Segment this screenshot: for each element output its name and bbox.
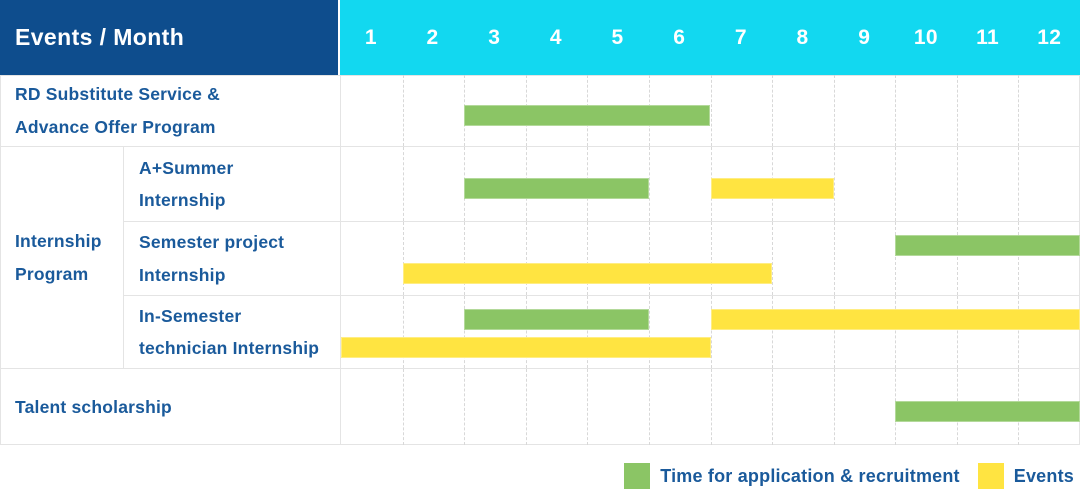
application-bar: [464, 309, 649, 330]
gantt-table-body: RD Substitute Service & Advance Offer Pr…: [0, 75, 1080, 445]
row-chart-area: [340, 369, 1080, 445]
row-label: In-Semester technician Internship: [139, 305, 320, 358]
month-header-5: 5: [611, 25, 624, 49]
month-header-7: 7: [734, 25, 747, 49]
row-rd-substitute-service: RD Substitute Service & Advance Offer Pr…: [0, 75, 1080, 146]
month-gridline: [833, 296, 835, 368]
row-chart-area: [340, 222, 1080, 295]
month-gridline: [956, 222, 958, 295]
month-gridline: [1018, 296, 1020, 368]
internship-program-rows: A+Summer Internship Semester project Int…: [124, 147, 1080, 368]
month-gridline: [895, 222, 897, 295]
row-talent-scholarship: Talent scholarship: [0, 368, 1080, 445]
group-label: Internship Program: [0, 147, 124, 368]
month-header-8: 8: [796, 25, 809, 49]
month-gridline: [833, 222, 835, 295]
month-gridline: [895, 147, 897, 221]
row-label: Semester project Internship: [139, 232, 285, 285]
month-gridline: [833, 369, 835, 445]
legend-label-application: Time for application & recruitment: [660, 465, 960, 486]
events-bar: [710, 309, 1080, 330]
legend: Time for application & recruitment Event…: [624, 463, 1074, 489]
month-header-11: 11: [976, 25, 999, 49]
month-header-row: 1 2 3 4 5 6 7 8 9 10 11 12: [340, 0, 1080, 75]
row-chart-area: [340, 296, 1080, 368]
month-gridline: [402, 222, 404, 295]
month-gridline: [587, 369, 589, 445]
legend-label-events: Events: [1013, 465, 1074, 486]
row-semester-project-internship: Semester project Internship: [124, 221, 1080, 295]
month-gridline: [833, 75, 835, 146]
month-gridline: [710, 369, 712, 445]
month-gridline: [772, 369, 774, 445]
month-gridline: [710, 75, 712, 146]
month-gridline: [464, 296, 466, 368]
row-a-plus-summer-internship: A+Summer Internship: [124, 147, 1080, 221]
events-bar: [341, 337, 711, 358]
month-gridline: [648, 369, 650, 445]
row-label: A+Summer Internship: [139, 157, 234, 210]
month-gridline: [525, 369, 527, 445]
events-color-swatch: [977, 463, 1004, 489]
month-gridline: [1018, 222, 1020, 295]
month-gridline: [402, 147, 404, 221]
table-header-row: Events / Month 1 2 3 4 5 6 7 8 9 10 11 12: [0, 0, 1080, 75]
month-gridline: [772, 75, 774, 146]
month-gridline: [956, 296, 958, 368]
events-bar: [402, 263, 773, 284]
month-gridline: [956, 75, 958, 146]
month-gridline: [833, 147, 835, 221]
application-bar: [464, 178, 649, 199]
events-month-header: Events / Month: [0, 0, 340, 75]
month-header-2: 2: [426, 25, 439, 49]
row-chart-area: [340, 75, 1080, 146]
month-gridline: [895, 296, 897, 368]
events-bar: [710, 178, 834, 199]
month-gridline: [525, 296, 527, 368]
month-header-6: 6: [673, 25, 686, 49]
internship-program-group: Internship Program A+Summer Internship S…: [0, 146, 1080, 368]
month-gridline: [956, 147, 958, 221]
month-header-9: 9: [858, 25, 871, 49]
month-gridline: [772, 296, 774, 368]
legend-item-events: Events: [977, 463, 1074, 489]
month-gridline: [1018, 147, 1020, 221]
month-header-10: 10: [913, 25, 938, 49]
month-gridline: [648, 296, 650, 368]
row-label: Talent scholarship: [15, 396, 172, 417]
month-gridline: [648, 222, 650, 295]
month-header-3: 3: [488, 25, 501, 49]
month-gridline: [402, 369, 404, 445]
month-gridline: [648, 147, 650, 221]
month-header-4: 4: [549, 25, 562, 49]
row-chart-area: [340, 147, 1080, 221]
month-gridline: [710, 296, 712, 368]
month-gridline: [710, 222, 712, 295]
month-gridline: [402, 75, 404, 146]
row-in-semester-technician-internship: In-Semester technician Internship: [124, 295, 1080, 368]
month-header-1: 1: [364, 25, 377, 49]
month-gridline: [895, 75, 897, 146]
month-gridline: [587, 222, 589, 295]
application-color-swatch: [624, 463, 651, 489]
month-gridline: [525, 222, 527, 295]
month-gridline: [772, 222, 774, 295]
month-header-12: 12: [1037, 25, 1062, 49]
month-gridline: [402, 296, 404, 368]
month-gridline: [464, 222, 466, 295]
application-bar: [464, 104, 711, 126]
row-label: RD Substitute Service & Advance Offer Pr…: [15, 84, 220, 137]
month-gridline: [587, 296, 589, 368]
month-gridline: [1018, 75, 1020, 146]
application-bar: [895, 401, 1080, 422]
legend-item-application: Time for application & recruitment: [624, 463, 960, 489]
month-gridline: [464, 369, 466, 445]
application-bar: [895, 235, 1080, 256]
